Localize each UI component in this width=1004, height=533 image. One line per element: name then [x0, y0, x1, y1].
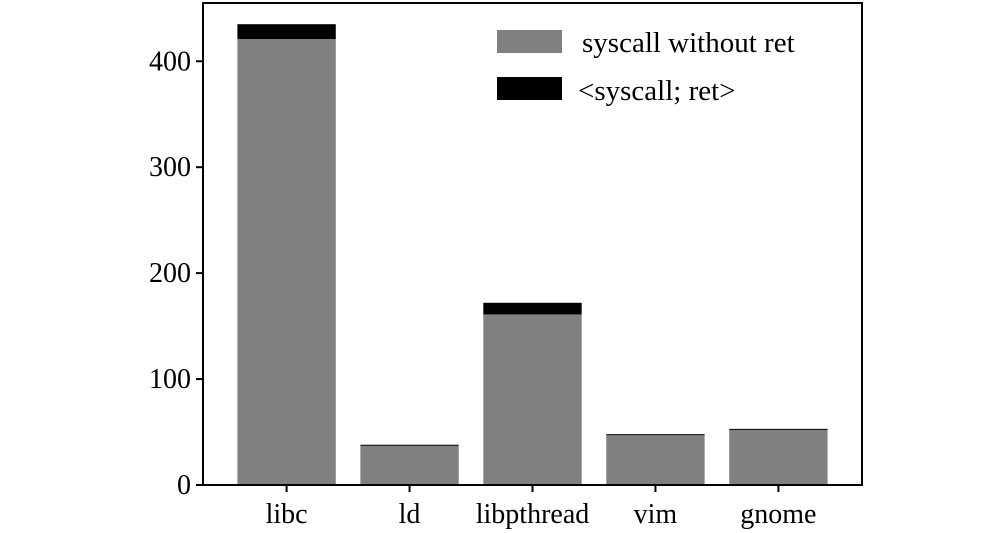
x-tick-label: ld	[399, 499, 421, 530]
legend-swatch-0	[497, 30, 562, 53]
x-tick-label: vim	[634, 499, 678, 530]
y-axis: 0 100 200 300 400	[149, 46, 203, 501]
legend-label-1: <syscall; ret>	[578, 75, 736, 107]
bar-libc-series-0	[237, 39, 336, 486]
bar-gnome-series-1	[729, 428, 828, 430]
y-tick-label: 100	[149, 364, 191, 395]
y-tick-label: 0	[177, 470, 191, 501]
bar-libpthread-series-0	[483, 314, 582, 485]
bar-vim-series-1	[606, 434, 705, 436]
bar-gnome-series-0	[729, 429, 828, 485]
legend-swatch-1	[497, 77, 562, 100]
bar-ld-series-1	[360, 444, 459, 446]
x-axis: libc ld libpthread vim gnome	[266, 485, 817, 530]
bars	[237, 24, 828, 486]
y-tick-label: 400	[149, 46, 191, 77]
x-tick-label: libc	[266, 499, 308, 530]
x-tick-label: libpthread	[476, 499, 590, 530]
legend: syscall without ret <syscall; ret>	[497, 27, 795, 107]
y-tick-label: 300	[149, 152, 191, 183]
x-tick-label: gnome	[740, 499, 816, 530]
bar-ld-series-0	[360, 445, 459, 485]
y-tick-label: 200	[149, 258, 191, 289]
bar-libc-series-1	[237, 24, 336, 40]
bar-vim-series-0	[606, 435, 705, 485]
bar-libpthread-series-1	[483, 302, 582, 315]
legend-label-0: syscall without ret	[582, 27, 795, 59]
